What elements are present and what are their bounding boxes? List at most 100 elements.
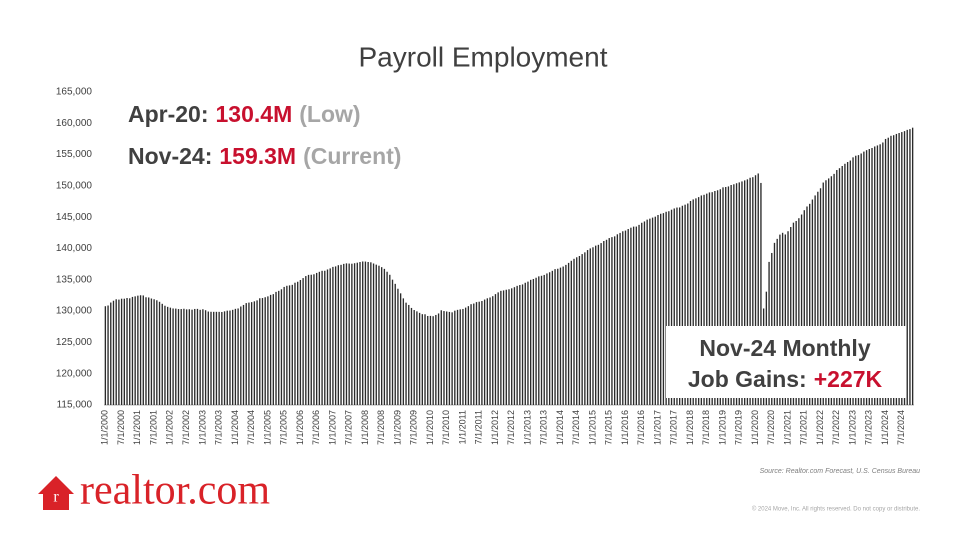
bar: [611, 237, 613, 405]
x-tick-label: 7/1/2023: [864, 410, 874, 445]
bar: [367, 262, 369, 405]
bar: [337, 265, 340, 405]
bar: [250, 302, 253, 405]
bar: [391, 279, 394, 405]
bar: [901, 132, 903, 405]
bar: [489, 297, 491, 405]
bar: [405, 302, 407, 405]
bar: [871, 148, 873, 405]
bar: [540, 275, 543, 405]
x-tick-label: 7/1/2016: [636, 410, 646, 445]
bar: [229, 310, 231, 405]
bar: [576, 257, 578, 405]
x-tick-label: 7/1/2014: [571, 410, 581, 445]
bar: [280, 289, 283, 405]
bar: [389, 274, 391, 405]
bar: [115, 299, 117, 405]
bar: [462, 308, 464, 405]
bar: [548, 272, 551, 405]
x-tick-label: 1/1/2000: [100, 410, 110, 445]
bar: [223, 311, 226, 405]
bar: [730, 185, 732, 405]
bar: [156, 300, 158, 405]
bar: [196, 308, 199, 405]
bar: [332, 266, 334, 405]
bar: [139, 295, 142, 405]
bar: [776, 238, 778, 405]
bar: [440, 310, 442, 405]
x-tick-label: 1/1/2022: [815, 410, 825, 445]
y-tick-label: 135,000: [56, 274, 93, 285]
bar: [486, 298, 489, 405]
bar: [353, 263, 356, 405]
bar: [148, 297, 150, 405]
bar: [372, 263, 375, 405]
bar: [803, 210, 805, 405]
x-tick-label: 1/1/2006: [295, 410, 305, 445]
bar: [632, 226, 635, 405]
bar: [343, 263, 345, 405]
bar: [199, 309, 201, 405]
bar: [857, 155, 860, 405]
bar: [792, 222, 795, 405]
bar: [814, 195, 816, 405]
bar: [673, 208, 675, 405]
x-tick-label: 1/1/2018: [685, 410, 695, 445]
bar: [884, 138, 887, 405]
bar: [242, 304, 245, 405]
bar: [592, 247, 594, 405]
bar: [849, 160, 852, 405]
x-tick-label: 1/1/2017: [652, 410, 662, 445]
bar: [692, 199, 694, 405]
x-tick-label: 7/1/2001: [148, 410, 158, 445]
bar: [126, 298, 128, 405]
bar: [665, 211, 667, 405]
bar: [410, 307, 413, 405]
bar: [478, 301, 480, 405]
bar: [207, 311, 209, 405]
bar: [475, 302, 478, 405]
bar: [800, 214, 803, 405]
bar: [326, 269, 329, 405]
bar: [787, 231, 789, 405]
bar: [605, 239, 608, 405]
bar: [418, 312, 421, 405]
callout-line: Job Gains: +227K: [688, 366, 883, 392]
bar: [687, 203, 689, 405]
bar: [134, 296, 136, 405]
bar: [334, 266, 337, 405]
bar: [459, 309, 461, 405]
x-tick-label: 7/1/2021: [799, 410, 809, 445]
bar: [527, 281, 529, 405]
logo: r realtor.com: [38, 468, 270, 514]
bar: [210, 311, 212, 405]
x-tick-label: 1/1/2002: [165, 410, 175, 445]
bar: [589, 248, 591, 405]
bar: [169, 307, 172, 405]
x-tick-label: 1/1/2021: [782, 410, 792, 445]
bar: [678, 207, 681, 405]
callout-part: Job Gains:: [688, 366, 807, 392]
y-tick-label: 130,000: [56, 306, 93, 317]
bar: [773, 242, 776, 405]
bar: [299, 280, 302, 405]
bar: [613, 236, 616, 405]
y-tick-label: 165,000: [56, 87, 93, 98]
bar: [321, 270, 323, 405]
bar: [272, 294, 274, 405]
x-tick-label: 1/1/2019: [717, 410, 727, 445]
bar: [890, 135, 892, 405]
bar: [630, 227, 632, 405]
bar: [315, 272, 318, 405]
bar: [551, 270, 554, 405]
bar: [191, 309, 193, 405]
bar: [188, 309, 191, 405]
bar: [844, 163, 846, 405]
bar: [454, 310, 456, 405]
bar: [649, 218, 651, 405]
bar: [790, 227, 792, 405]
x-tick-label: 1/1/2020: [750, 410, 760, 445]
bar: [180, 309, 182, 405]
bar: [386, 271, 388, 405]
